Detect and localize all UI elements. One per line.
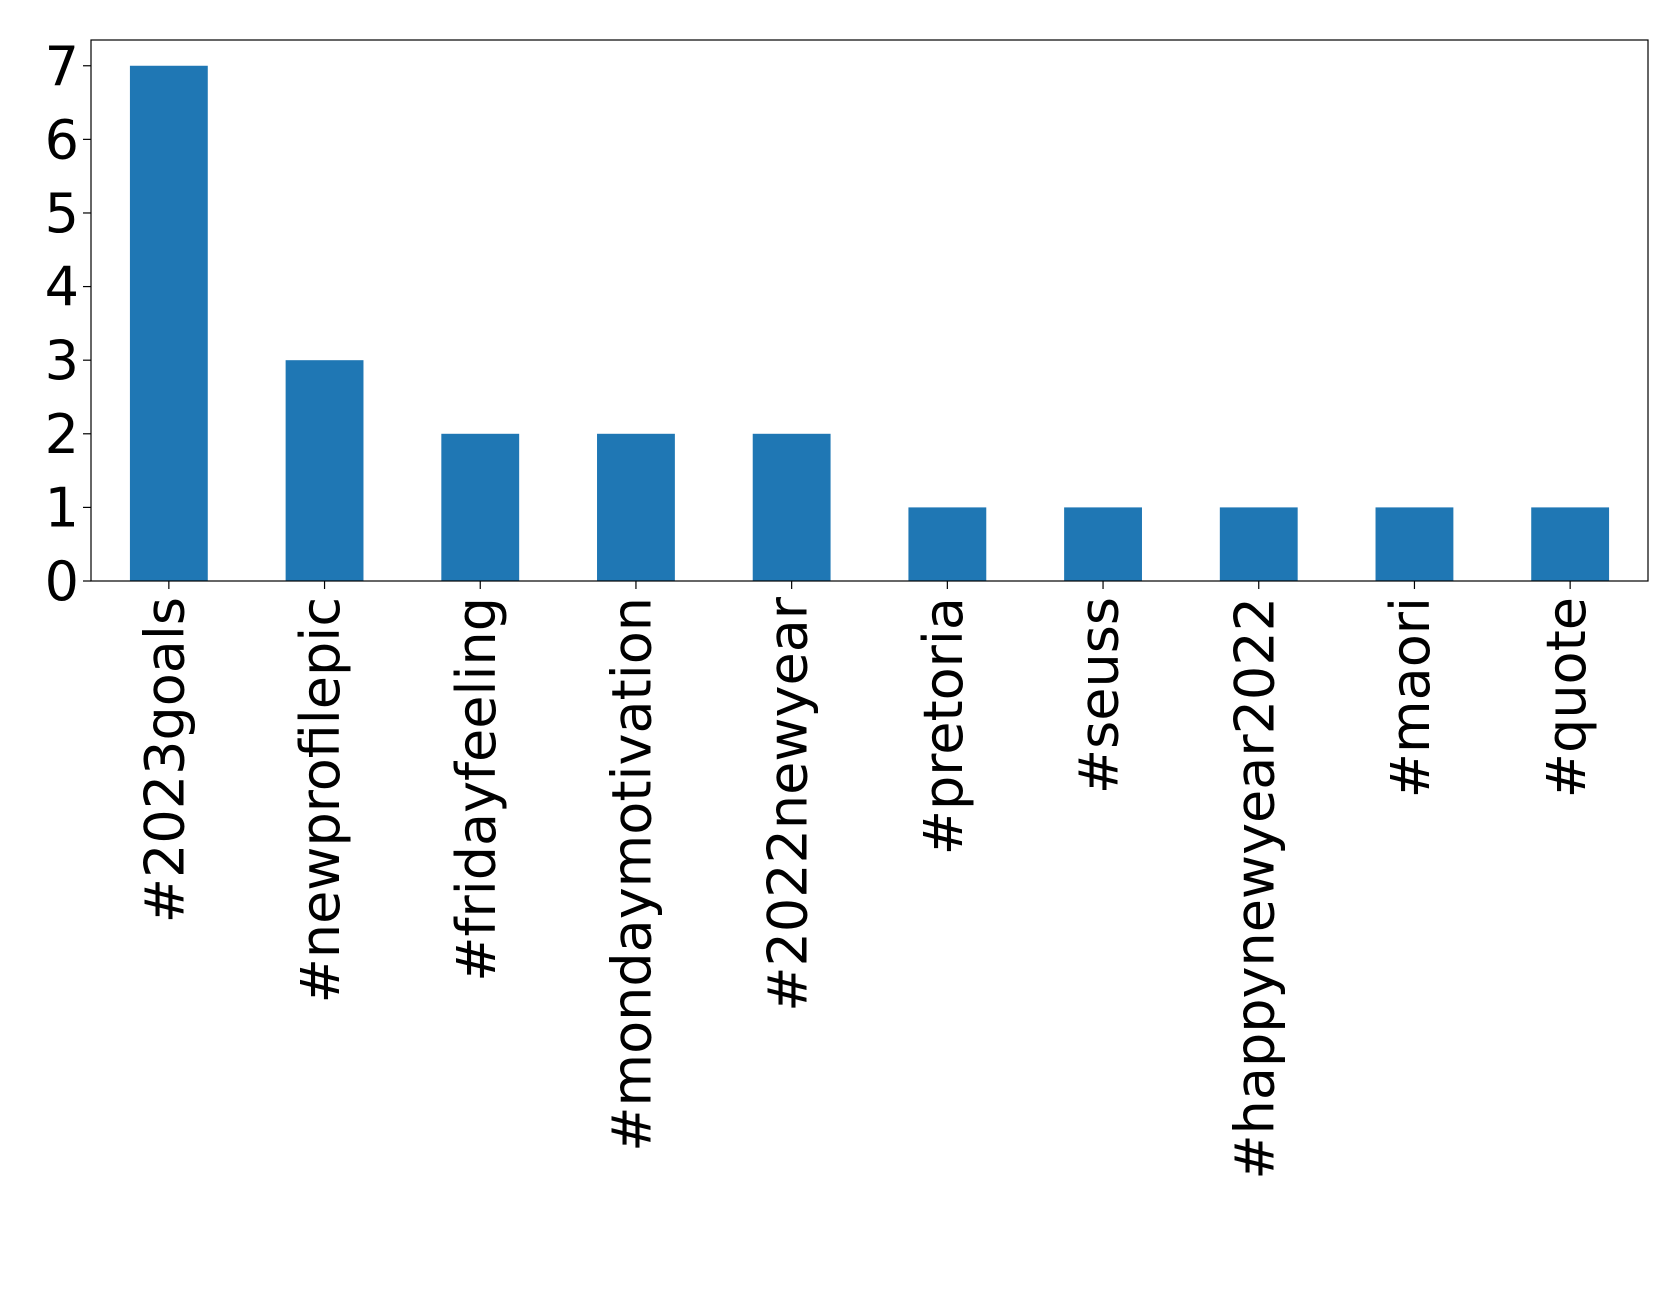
bar [1375, 507, 1454, 581]
x-tick-label: #2022newyear [756, 596, 819, 1012]
x-tick-label: #fridayfeeling [445, 597, 508, 982]
y-tick-label: 4 [45, 256, 79, 319]
bar [908, 507, 987, 581]
bar [597, 433, 675, 581]
plot-frame [90, 39, 1649, 582]
x-tick-label: #mondaymotivation [601, 597, 664, 1152]
y-tick-label: 6 [45, 108, 79, 171]
bar [441, 433, 520, 581]
y-tick-label: 5 [45, 182, 79, 245]
x-tick-label: #pretoria [912, 597, 975, 855]
y-tick-label: 3 [45, 329, 79, 392]
bar [1219, 507, 1298, 581]
y-tick-label: 0 [45, 550, 79, 613]
y-tick-label: 2 [45, 403, 79, 466]
bar [1064, 507, 1142, 581]
bar [1531, 507, 1610, 581]
x-tick-label: #2023goals [133, 597, 196, 923]
x-tick-label: #happynewyear2022 [1223, 597, 1286, 1180]
y-tick-label: 7 [45, 35, 79, 98]
x-tick-label: #seuss [1068, 597, 1131, 794]
bar [752, 433, 831, 581]
y-tick-label: 1 [45, 476, 79, 539]
bar [285, 360, 364, 581]
x-tick-label: #newprofilepic [289, 597, 352, 1003]
x-tick-label: #maori [1379, 597, 1442, 798]
bar [129, 65, 208, 581]
x-tick-label: #quote [1535, 597, 1598, 798]
